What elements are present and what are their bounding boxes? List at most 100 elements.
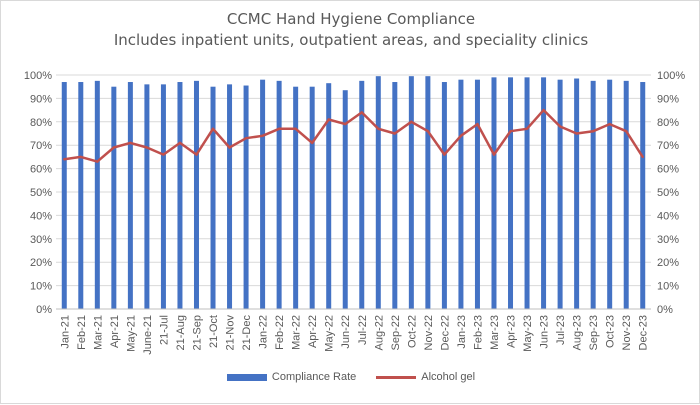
- point-alcohol-gel: [360, 111, 363, 114]
- x-tick-label: Feb-22: [274, 315, 286, 350]
- x-tick-label: Jun-22: [340, 315, 352, 349]
- x-tick-label: 21-Oct: [208, 315, 220, 348]
- bar-compliance-rate: [293, 86, 299, 309]
- x-tick-label: 21-Jul: [158, 315, 170, 345]
- y-left-tick-label: 20%: [30, 257, 52, 269]
- bar-compliance-rate: [590, 80, 596, 309]
- x-tick-label: Jan-22: [258, 315, 270, 349]
- bar-compliance-rate: [193, 80, 199, 309]
- x-tick-label: Nov-22: [423, 315, 435, 350]
- y-right-tick-label: 0%: [657, 304, 673, 316]
- bar-compliance-rate: [210, 86, 216, 309]
- x-tick-label: Sep-23: [588, 315, 600, 350]
- y-left-tick-label: 50%: [30, 187, 52, 199]
- point-alcohol-gel: [327, 118, 330, 121]
- point-alcohol-gel: [575, 132, 578, 135]
- point-alcohol-gel: [443, 153, 446, 156]
- bar-compliance-rate: [574, 78, 580, 309]
- legend-swatch-compliance: [226, 373, 267, 381]
- x-tick-label: Apr-22: [307, 315, 319, 348]
- x-tick-label: Jul-22: [357, 315, 369, 345]
- y-right-tick-label: 70%: [657, 140, 679, 152]
- x-tick-label: Apr-23: [506, 315, 518, 348]
- point-alcohol-gel: [211, 127, 215, 131]
- point-alcohol-gel: [509, 129, 512, 133]
- x-tick-label: Aug-22: [373, 315, 385, 350]
- point-alcohol-gel: [162, 153, 165, 156]
- x-tick-label: Dec-23: [638, 315, 650, 350]
- bar-compliance-rate: [94, 80, 100, 309]
- point-alcohol-gel: [195, 153, 198, 156]
- bar-compliance-rate: [557, 79, 563, 310]
- point-alcohol-gel: [542, 108, 545, 112]
- bar-compliance-rate: [127, 82, 133, 310]
- x-tick-label: Mar-21: [92, 315, 104, 350]
- x-tick-label: 21-Aug: [175, 315, 187, 350]
- legend-item-alcohol-gel: Alcohol gel: [376, 371, 475, 383]
- point-alcohol-gel: [608, 122, 611, 126]
- y-left-tick-label: 60%: [30, 164, 52, 176]
- bar-compliance-rate: [160, 84, 166, 309]
- y-right-tick-label: 80%: [657, 117, 679, 129]
- x-tick-label: Oct-23: [605, 315, 617, 348]
- bar-compliance-rate: [375, 76, 381, 309]
- bar-compliance-rate: [491, 77, 497, 309]
- x-tick-label: May-21: [125, 315, 137, 352]
- x-tick-label: Jul-23: [555, 315, 567, 345]
- legend-swatch-alcohol-gel: [376, 375, 417, 379]
- bar-compliance-rate: [640, 82, 646, 310]
- bar-compliance-rate: [508, 77, 514, 309]
- legend: Compliance Rate Alcohol gel: [1, 371, 700, 383]
- bar-compliance-rate: [392, 82, 398, 310]
- point-alcohol-gel: [96, 160, 99, 163]
- legend-label-compliance: Compliance Rate: [271, 371, 357, 383]
- point-alcohol-gel: [244, 136, 248, 140]
- x-tick-label: May-22: [324, 315, 336, 352]
- point-alcohol-gel: [426, 129, 430, 133]
- x-tick-label: Nov-23: [621, 315, 633, 350]
- x-tick-label: 21-Nov: [225, 315, 237, 351]
- point-alcohol-gel: [476, 122, 479, 126]
- x-tick-label: Sep-22: [390, 315, 402, 350]
- x-tick-label: Dec-22: [439, 315, 451, 350]
- point-alcohol-gel: [228, 146, 231, 149]
- y-left-tick-label: 90%: [30, 93, 52, 105]
- bar-compliance-rate: [441, 82, 447, 310]
- x-tick-label: Mar-22: [291, 315, 303, 350]
- y-right-tick-label: 100%: [657, 70, 685, 82]
- bar-compliance-rate: [111, 86, 117, 309]
- point-alcohol-gel: [261, 134, 264, 138]
- line-alcohol-gel: [64, 108, 644, 163]
- point-alcohol-gel: [410, 120, 413, 124]
- bar-compliance-rate: [425, 76, 431, 309]
- y-left-tick-label: 0%: [36, 304, 52, 316]
- x-tick-label: 21-Sep: [191, 315, 203, 350]
- y-right-tick-label: 40%: [657, 210, 679, 222]
- point-alcohol-gel: [79, 155, 82, 159]
- point-alcohol-gel: [558, 125, 562, 128]
- bar-compliance-rate: [144, 84, 150, 309]
- point-alcohol-gel: [344, 122, 347, 126]
- y-left-tick-label: 70%: [30, 140, 52, 152]
- chart-title-block: CCMC Hand Hygiene Compliance Includes in…: [1, 9, 700, 51]
- point-alcohol-gel: [591, 129, 595, 133]
- point-alcohol-gel: [525, 127, 529, 131]
- point-alcohol-gel: [492, 153, 496, 156]
- point-alcohol-gel: [459, 134, 463, 138]
- point-alcohol-gel: [393, 132, 397, 135]
- bar-compliance-rate: [408, 76, 414, 309]
- chart-subtitle: Includes inpatient units, outpatient are…: [113, 31, 589, 49]
- bar-compliance-rate: [458, 79, 464, 310]
- x-tick-label: Feb-21: [76, 315, 88, 350]
- legend-item-compliance: Compliance Rate: [226, 371, 357, 383]
- x-tick-label: June-21: [142, 315, 154, 355]
- y-right-tick-label: 20%: [657, 257, 679, 269]
- bar-compliance-rate: [607, 79, 613, 310]
- x-tick-label: Feb-23: [472, 315, 484, 350]
- chart-title: CCMC Hand Hygiene Compliance: [226, 10, 476, 28]
- y-right-tick-label: 30%: [657, 234, 679, 246]
- bar-compliance-rate: [243, 85, 249, 309]
- point-alcohol-gel: [178, 141, 182, 145]
- y-left-tick-label: 40%: [30, 210, 52, 222]
